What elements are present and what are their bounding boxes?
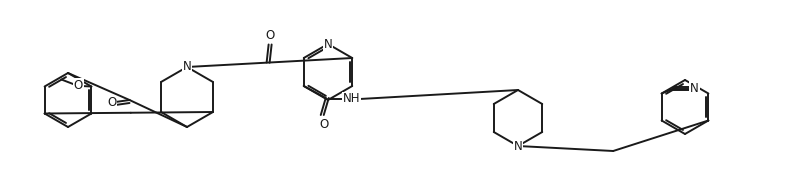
Text: O: O [319, 118, 328, 131]
Text: N: N [690, 82, 699, 95]
Text: N: N [514, 139, 523, 152]
Text: N: N [183, 61, 191, 74]
Text: O: O [265, 29, 274, 42]
Text: NH: NH [343, 93, 360, 106]
Text: O: O [74, 79, 83, 92]
Text: N: N [324, 37, 332, 50]
Text: O: O [107, 96, 116, 109]
